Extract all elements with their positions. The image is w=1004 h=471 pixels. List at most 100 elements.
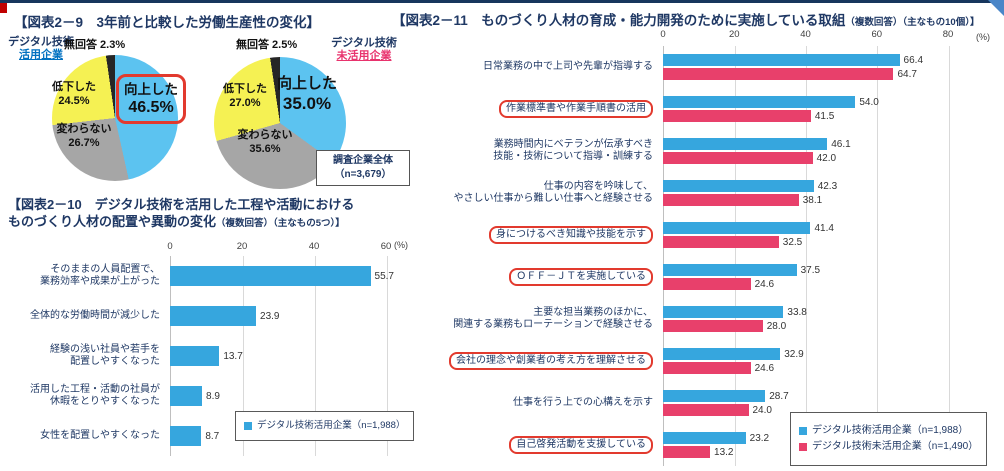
plot-area: 32.9 24.6 — [663, 340, 1004, 382]
plot-area: 54.0 41.5 — [663, 88, 1004, 130]
bar-blue — [663, 54, 900, 66]
plot-area: 13.7 — [170, 336, 458, 376]
bar-line: 8.9 — [170, 376, 458, 416]
bar-line: 54.0 — [663, 96, 1004, 108]
value-label: 24.0 — [752, 404, 772, 416]
gridline — [806, 46, 807, 466]
pie1-group-line2: 活用企業 — [19, 49, 63, 61]
pie1-up-highlight-box: 向上した 46.5% — [116, 74, 186, 124]
pie1-same-pct: 26.7% — [68, 137, 100, 149]
category-label: そのままの人員配置で、 業務効率や成果が上がった — [40, 263, 160, 288]
legend-fig11-row1: デジタル技術活用企業（n=1,988） — [799, 423, 978, 439]
bar-line: 42.3 — [663, 180, 1004, 192]
figure-2-10-title-main: ものづくり人材の配置や異動の変化 — [8, 214, 217, 229]
pie2-same-label: 変わらない 35.6% — [226, 128, 304, 156]
plot-grid — [663, 46, 950, 466]
x-tick-label: 0 — [660, 29, 666, 40]
value-label: 42.0 — [816, 152, 837, 164]
plot-area: 28.7 24.0 — [663, 382, 1004, 424]
bar-line: 24.0 — [663, 404, 1004, 416]
bar-line: 23.9 — [170, 296, 458, 336]
figure-2-10-title-line2: ものづくり人材の配置や異動の変化（複数回答）（主なもの5つ）】 — [8, 213, 354, 232]
legend-fig10-label: デジタル技術活用企業（n=1,988） — [257, 420, 406, 431]
bar-blue — [170, 306, 257, 326]
bar-row: 主要な担当業務のほかに、 関連する業務もローテーションで経験させる 33.8 28.… — [400, 298, 1004, 340]
value-label: 13.7 — [223, 350, 243, 362]
x-tick-label: 20 — [236, 241, 248, 252]
legend-swatch-pink — [799, 443, 807, 451]
pie1-down-text: 低下した — [52, 81, 96, 93]
bar-pink — [663, 110, 811, 122]
x-tick-label: 60 — [380, 241, 392, 252]
bar-rows: そのままの人員配置で、 業務効率や成果が上がった 55.7 全体的な労働時間が減少し… — [8, 256, 458, 456]
value-label: 23.9 — [260, 310, 280, 322]
value-label: 64.7 — [897, 68, 917, 80]
figure-2-10-title: 【図表2－10 デジタル技術を活用した工程や活動における ものづくり人材の配置や… — [8, 196, 354, 232]
plot-area: 23.9 — [170, 296, 458, 336]
value-label: 41.4 — [814, 222, 834, 234]
percent-axis-label: (%) — [394, 240, 408, 250]
bar-row: 仕事の内容を吟味して、 やさしい仕事から難しい仕事へと経験させる 42.3 38.1 — [400, 172, 1004, 214]
survey-total-note: 調査企業全体 （n=3,679） — [316, 150, 410, 186]
figure-2-10-title-line1: 【図表2－10 デジタル技術を活用した工程や活動における — [8, 197, 355, 212]
bar-line: 24.6 — [663, 362, 1004, 374]
pie1-no-answer-label: 無回答 2.3% — [64, 39, 126, 51]
bar-row: 身につけるべき知識や技能を示す 41.4 32.5 — [400, 214, 1004, 256]
pie1-same-label: 変わらない 26.7% — [42, 122, 126, 150]
bar-line: 23.2 — [663, 432, 1004, 444]
bar-blue — [170, 266, 371, 286]
pie2-up-text: 向上した — [276, 75, 337, 92]
value-label: 37.5 — [800, 264, 821, 276]
bar-row: 業務時間内にベテランが伝承すべき 技能・技術について指導・訓練する 46.1 42.… — [400, 130, 1004, 172]
bar-blue — [663, 348, 781, 360]
plot-area: 46.1 42.0 — [663, 130, 1004, 172]
bar-blue — [170, 426, 202, 446]
plot-area: 66.4 64.7 — [663, 46, 1004, 88]
bar-line: 32.5 — [663, 236, 1004, 248]
bar-blue — [170, 346, 220, 366]
value-label: 66.4 — [903, 54, 924, 66]
value-label: 55.7 — [374, 270, 394, 282]
bar-line: 37.5 — [663, 264, 1004, 276]
category-label: 全体的な労働時間が減少した — [30, 309, 160, 321]
bar-line: 41.5 — [663, 110, 1004, 122]
bar-pink — [663, 362, 751, 374]
x-tick-label: 0 — [167, 241, 173, 252]
value-label: 33.8 — [787, 306, 807, 318]
category-highlight-box: 身につけるべき知識や技能を示す — [489, 225, 653, 245]
bar-blue — [663, 264, 797, 276]
bar-row: ＯＦＦ－ＪＴを実施している 37.5 24.6 — [400, 256, 1004, 298]
bar-blue — [663, 306, 784, 318]
bar-pink — [663, 320, 763, 332]
category-highlight-box: 自己啓発活動を支援している — [509, 435, 653, 455]
category-highlight-box: 会社の理念や創業者の考え方を理解させる — [449, 351, 653, 371]
bar-line: 55.7 — [170, 256, 458, 296]
bar-row: 女性を配置しやすくなった 8.7 — [8, 416, 458, 456]
category-label: 会社の理念や創業者の考え方を理解させる — [400, 351, 663, 371]
legend-fig11: デジタル技術活用企業（n=1,988） デジタル技術未活用企業（n=1,490） — [790, 412, 988, 466]
x-tick-label: 40 — [308, 241, 320, 252]
bar-line: 28.7 — [663, 390, 1004, 402]
value-label: 8.7 — [205, 430, 220, 442]
pie2-same-text: 変わらない — [237, 129, 293, 141]
bar-row: 仕事を行う上での心構えを示す 28.7 24.0 — [400, 382, 1004, 424]
plot-area: 33.8 28.0 — [663, 298, 1004, 340]
gridline — [242, 256, 244, 456]
plot-area: 8.7 — [170, 416, 458, 456]
figure-2-11-title: 【図表2－11 ものづくり人材の育成・能力開発のために実施している取組（複数回答… — [392, 9, 979, 29]
pie2-group-line1: デジタル技術 — [331, 37, 397, 49]
bar-row: 会社の理念や創業者の考え方を理解させる 32.9 24.6 — [400, 340, 1004, 382]
value-label: 24.6 — [754, 278, 775, 290]
bar-line: 8.7 — [170, 416, 458, 456]
bar-pink — [663, 152, 813, 164]
legend-swatch-blue — [244, 422, 252, 430]
figure-2-9-title: 【図表2－9 3年前と比較した労働生産性の変化】 — [14, 15, 321, 30]
bar-line: 42.0 — [663, 152, 1004, 164]
category-label: 女性を配置しやすくなった — [40, 429, 160, 441]
bar-line: 13.7 — [170, 336, 458, 376]
value-label: 38.1 — [802, 194, 823, 206]
category-label: 作業標準書や作業手順書の活用 — [400, 99, 663, 119]
category-highlight-box: 作業標準書や作業手順書の活用 — [499, 99, 653, 119]
survey-total-line1: 調査企業全体 — [333, 155, 393, 166]
